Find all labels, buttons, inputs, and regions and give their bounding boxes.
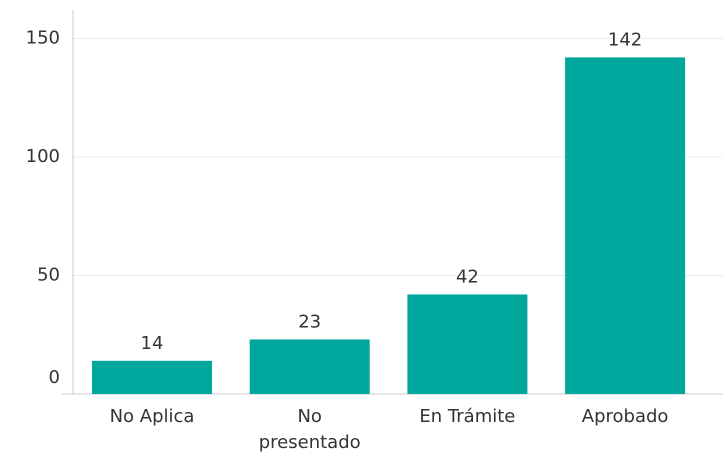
y-tick-label: 0: [49, 367, 60, 388]
x-tick-label: No presentado: [258, 406, 361, 453]
x-tick-label: No Aplica: [109, 406, 195, 427]
bar: [565, 57, 686, 394]
value-label: 14: [141, 333, 164, 354]
value-label: 23: [298, 311, 321, 332]
value-label: 42: [456, 266, 479, 287]
bar: [249, 339, 370, 394]
bar: [407, 294, 528, 394]
x-tick-label: Aprobado: [581, 406, 669, 427]
x-tick-label: En Trámite: [419, 406, 516, 427]
value-label: 142: [608, 29, 642, 50]
bar: [92, 360, 212, 394]
y-tick-label: 50: [37, 264, 60, 285]
y-tick-label: 100: [26, 146, 60, 167]
y-tick-label: 150: [26, 27, 60, 48]
